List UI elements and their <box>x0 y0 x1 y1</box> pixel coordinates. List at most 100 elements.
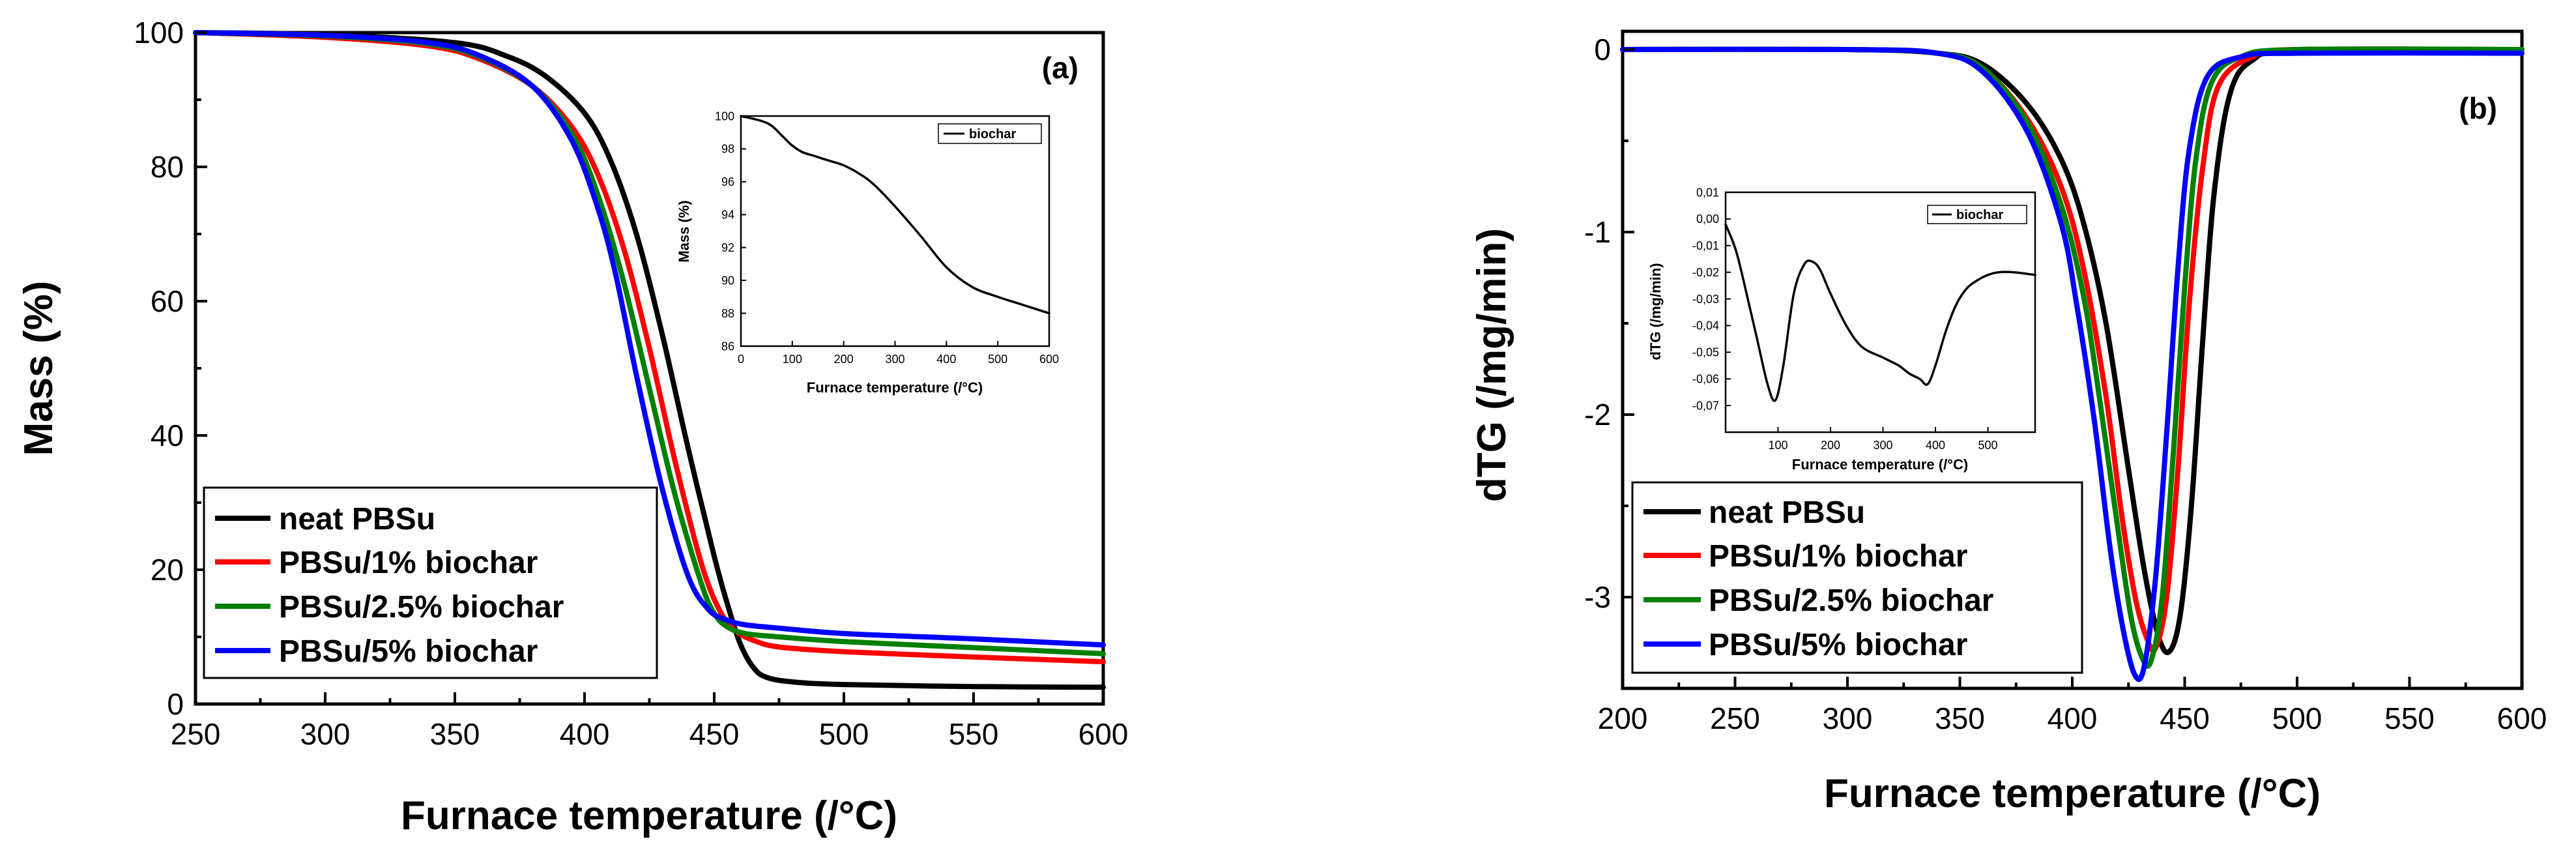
panel-a-inset-x-tick-label: 500 <box>988 353 1007 366</box>
panel-b-legend-box <box>1631 481 2083 674</box>
panel-a-y-tick-label: 0 <box>167 687 184 721</box>
panel-b-x-tick-label: 200 <box>1598 701 1648 735</box>
panel-a-inset-frame <box>740 115 1050 347</box>
panel-a-legend: neat PBSu PBSu/1% biochar PBSu/2.5% bioc… <box>203 486 658 679</box>
panel-b-y-ticks: 0 -1 -2 -3 <box>1584 33 1634 614</box>
panel-a-inset-x-tick-label: 600 <box>1039 353 1059 366</box>
panel-a-legend-5pct: PBSu/5% biochar <box>279 634 538 669</box>
panel-b-inset-x-tick-label: 200 <box>1821 439 1840 452</box>
panel-a-x-tick-label: 500 <box>819 717 869 751</box>
panel-b-y-tick-label: 0 <box>1594 33 1611 66</box>
panel-b-x-tick-label: 350 <box>1935 701 1985 735</box>
panel-a-x-tick-label: 600 <box>1078 717 1129 751</box>
panel-a-inset-x-tick-label: 400 <box>936 353 956 366</box>
panel-a-legend-neat: neat PBSu <box>279 502 435 536</box>
panel-a-inset-y-tick-label: 88 <box>721 307 734 320</box>
panel-b-x-tick-label: 450 <box>2160 701 2210 735</box>
panel-a-inset-x-tick-label: 0 <box>738 353 744 366</box>
panel-a-inset-y-tick-label: 100 <box>715 110 734 123</box>
panel-a-inset-y-ticks: 86 88 90 92 94 96 98 100 <box>715 110 746 353</box>
panel-b-inset-x-tick-label: 100 <box>1768 439 1787 452</box>
panel-a-inset-x-axis-title: Furnace temperature (/°C) <box>807 379 983 396</box>
panel-b-legend-5pct: PBSu/5% biochar <box>1709 628 1967 662</box>
panel-b-inset-y-tick-label: -0,01 <box>1692 239 1719 252</box>
panel-b-x-tick-label: 500 <box>2272 701 2323 735</box>
panel-b-inset-x-tick-label: 400 <box>1926 439 1945 452</box>
panel-a-inset-x-tick-label: 200 <box>834 353 854 366</box>
panel-a-inset-x-ticks: 0 100 200 300 400 500 600 <box>738 341 1059 366</box>
panel-a-series-line-0 <box>193 30 1106 690</box>
panel-b-series-line-3 <box>1620 46 2525 683</box>
panel-a-legend-2p5pct: PBSu/2.5% biochar <box>279 590 564 624</box>
panel-b-legend-1pct: PBSu/1% biochar <box>1709 539 1967 574</box>
panel-a-x-tick-label: 450 <box>689 717 740 751</box>
panel-a-inset-y-tick-label: 90 <box>721 274 734 287</box>
panel-b-y-tick-label: -1 <box>1584 215 1611 249</box>
panel-a-label: (a) <box>1042 51 1078 85</box>
panel-a-inset-y-tick-label: 98 <box>721 143 734 156</box>
panel-a-inset: 0 100 200 300 400 500 600 86 88 90 92 94 96 98 100 Fu… <box>676 110 1059 396</box>
panel-a-x-axis-title: Furnace temperature (/°C) <box>401 793 897 838</box>
panel-a-y-ticks: 0 20 40 60 80 100 <box>134 16 207 721</box>
panel-b-inset-series-line-0 <box>1724 223 2036 402</box>
panel-b-x-tick-label: 300 <box>1823 701 1873 735</box>
panel-a-x-tick-label: 550 <box>949 717 999 751</box>
panel-b-inset-x-tick-label: 500 <box>1978 439 1998 452</box>
panel-b-legend: neat PBSu PBSu/1% biochar PBSu/2.5% bioc… <box>1631 481 2083 674</box>
panel-b-inset-series-group <box>1724 223 2036 402</box>
panel-b-inset-x-axis-title: Furnace temperature (/°C) <box>1792 456 1968 473</box>
panel-a-y-axis-title: Mass (%) <box>16 281 61 456</box>
panel-a-series-line-3 <box>193 30 1106 648</box>
panel-a-legend-box <box>203 486 658 679</box>
panel-a-x-ticks: 250 300 350 400 450 500 550 600 <box>171 692 1129 751</box>
panel-b-x-tick-label: 250 <box>1710 701 1760 735</box>
panel-a-mass-chart: 250 300 350 400 450 500 550 600 0 20 40 60 80 100 Fu… <box>16 16 1128 838</box>
panel-b-y-tick-label: -3 <box>1584 580 1611 614</box>
panel-b-legend-2p5pct: PBSu/2.5% biochar <box>1709 583 1993 618</box>
panel-b-inset-y-tick-label: 0,01 <box>1696 186 1719 199</box>
panel-a-inset-y-tick-label: 86 <box>721 340 734 353</box>
panel-a-inset-x-tick-label: 300 <box>885 353 904 366</box>
panel-b-inset-y-ticks: 0,01 0,00 -0,01 -0,02 -0,03 -0,04 -0,05 -0,06 -0… <box>1692 186 1731 412</box>
panel-a-inset-x-tick-label: 100 <box>783 353 802 366</box>
panel-a-series-group <box>193 30 1106 690</box>
panel-b-inset: 100 200 300 400 500 0,01 0,00 -0,01 -0,02 -0,03 -… <box>1647 186 2036 473</box>
panel-b-label: (b) <box>2459 91 2497 125</box>
panel-a-inset-y-tick-label: 94 <box>721 209 734 222</box>
panel-b-series-line-2 <box>1620 46 2525 669</box>
panel-a-inset-y-axis-title: Mass (%) <box>676 200 692 262</box>
panel-a-inset-y-tick-label: 92 <box>721 241 734 254</box>
panel-b-inset-y-tick-label: -0,03 <box>1692 293 1719 306</box>
panel-b-legend-neat: neat PBSu <box>1709 495 1865 530</box>
panel-b-y-tick-label: -2 <box>1584 398 1611 432</box>
panel-a-x-tick-label: 350 <box>430 717 480 751</box>
panel-a-x-tick-label: 300 <box>300 717 351 751</box>
panel-a-inset-y-tick-label: 96 <box>721 175 734 188</box>
panel-b-x-ticks: 200 250 300 350 400 450 500 550 600 <box>1598 677 2547 735</box>
panel-a-y-tick-label: 60 <box>151 284 184 318</box>
panel-b-series-group <box>1620 46 2525 683</box>
panel-a-inset-series-line-0 <box>740 115 1050 315</box>
panel-a-y-tick-label: 100 <box>134 16 184 50</box>
panel-b-inset-x-tick-label: 300 <box>1874 439 1893 452</box>
panel-a-y-tick-label: 80 <box>151 150 184 184</box>
panel-b-inset-y-tick-label: -0,02 <box>1692 266 1719 279</box>
panel-b-x-axis-title: Furnace temperature (/°C) <box>1824 771 2321 816</box>
panel-b-inset-y-tick-label: -0,04 <box>1692 319 1719 332</box>
panel-a-legend-1pct: PBSu/1% biochar <box>279 546 538 580</box>
panel-a-x-tick-label: 250 <box>171 717 221 751</box>
panel-b-inset-y-tick-label: -0,07 <box>1692 399 1719 412</box>
panel-b-y-axis-title: dTG (/mg/min) <box>1469 228 1514 502</box>
panel-a-y-tick-label: 20 <box>151 553 184 587</box>
panel-b-inset-y-tick-label: -0,06 <box>1692 373 1719 386</box>
panel-a-inset-legend-biochar: biochar <box>969 127 1016 141</box>
panel-a-x-tick-label: 400 <box>560 717 610 751</box>
panel-b-x-tick-label: 550 <box>2384 701 2435 735</box>
panel-b-dtg-chart: 200 250 300 350 400 450 500 550 600 0 -1 -2 -3 Furn… <box>1469 29 2547 816</box>
panel-a-inset-series-group <box>740 115 1050 315</box>
panel-b-x-tick-label: 600 <box>2497 701 2547 735</box>
panel-b-inset-x-ticks: 100 200 300 400 500 <box>1768 427 1998 452</box>
panel-b-inset-y-axis-title: dTG (/mg/min) <box>1647 263 1664 360</box>
panel-b-inset-y-tick-label: -0,05 <box>1692 346 1719 359</box>
